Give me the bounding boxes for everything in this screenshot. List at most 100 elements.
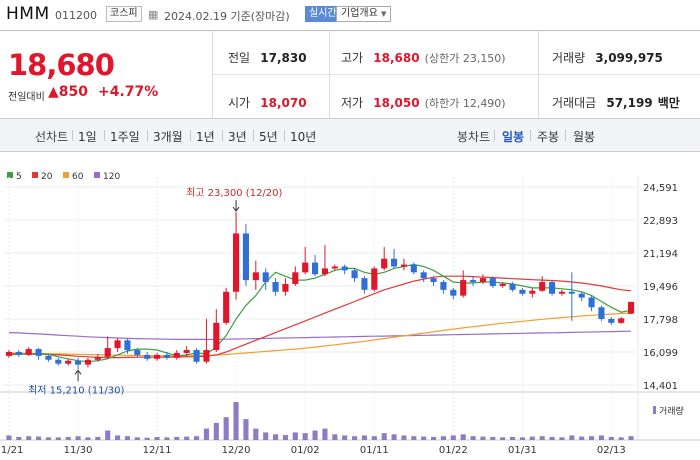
realtime-button[interactable]: 실시간 xyxy=(305,6,341,22)
volume-bar xyxy=(539,436,545,440)
volume-bar xyxy=(174,436,180,440)
volume-bar xyxy=(628,436,634,440)
volume-bar xyxy=(549,436,555,440)
candle-body xyxy=(588,297,595,308)
tab-1y[interactable]: 1년 xyxy=(196,130,215,144)
volume-bar xyxy=(115,435,121,440)
tab-1d[interactable]: 1일 xyxy=(78,130,97,144)
volume-bar xyxy=(85,437,91,440)
candle-body xyxy=(272,282,279,292)
volume-bar xyxy=(184,436,190,440)
candle-body xyxy=(509,283,516,290)
candle-body xyxy=(598,307,605,319)
volume-bar xyxy=(164,437,170,440)
y-tick-label: 16,099 xyxy=(643,348,678,359)
candle-body xyxy=(519,289,526,294)
candle-body xyxy=(618,318,625,323)
volume-bar xyxy=(431,436,437,440)
y-tick-label: 21,194 xyxy=(643,249,678,260)
volume-bar xyxy=(342,435,348,440)
volume-bar xyxy=(144,437,150,440)
chart-tab-bar xyxy=(0,118,700,152)
volume-bar xyxy=(312,430,318,440)
tab-monthly[interactable]: 월봉 xyxy=(573,130,596,144)
company-overview-dropdown[interactable]: 기업개요 ▼ xyxy=(336,6,392,22)
candle-body xyxy=(55,359,62,364)
y-tick-label: 19,496 xyxy=(643,282,678,293)
prev-close: 전일 17,830 xyxy=(228,51,307,65)
x-tick-label: 12/20 xyxy=(222,445,251,456)
tab-5y[interactable]: 5년 xyxy=(259,130,278,144)
candle-body xyxy=(549,282,556,294)
up-triangle-icon: ▲ xyxy=(48,84,59,100)
volume-bar xyxy=(618,437,624,440)
volume-bar xyxy=(65,436,71,440)
candle-body xyxy=(430,278,437,283)
price-chart: 24,591 22,893 21,194 19,496 17,798 16,099 14,4… xyxy=(0,177,700,456)
y-tick-label: 17,798 xyxy=(643,315,678,326)
candle-body xyxy=(450,289,457,296)
open-price: 시가 18,070 xyxy=(228,96,307,110)
high-arrow-head xyxy=(232,206,240,212)
candle-body xyxy=(568,291,575,294)
candle-body xyxy=(25,349,32,355)
stock-code: 011200 xyxy=(55,9,97,22)
candle-body xyxy=(5,351,12,356)
candle-body xyxy=(282,283,289,292)
candle-body xyxy=(539,282,546,291)
volume-bar xyxy=(194,436,200,440)
candle-body xyxy=(15,351,22,355)
x-tick-label: 11/21 xyxy=(0,445,23,456)
tab-3m[interactable]: 3개월 xyxy=(153,130,183,144)
candle-body xyxy=(400,264,407,267)
candle-body xyxy=(203,350,210,362)
candle-body xyxy=(312,262,319,275)
candle-body xyxy=(420,272,427,279)
change-label: 전일대비 xyxy=(8,92,45,103)
volume-bar xyxy=(263,432,269,440)
stock-name: HMM xyxy=(6,4,50,24)
change-value: ▲850 xyxy=(48,84,89,100)
tab-weekly[interactable]: 주봉 xyxy=(537,130,560,144)
candle-body xyxy=(351,270,358,279)
tab-3y[interactable]: 3년 xyxy=(228,130,247,144)
volume-bar xyxy=(105,430,111,440)
low-annotation: 최저 15,210 (11/30) xyxy=(28,384,124,396)
candle-body xyxy=(262,272,269,283)
candle-body xyxy=(608,318,615,323)
candle-body xyxy=(321,268,328,275)
candle-body xyxy=(233,233,240,292)
candle-body xyxy=(173,352,180,358)
volume-bar xyxy=(529,436,535,440)
volume-bar xyxy=(332,434,338,440)
volume-bar xyxy=(470,436,476,440)
candle-body xyxy=(213,322,220,351)
tab-10y[interactable]: 10년 xyxy=(290,130,317,144)
candle-body xyxy=(499,283,506,286)
tab-1w[interactable]: 1주일 xyxy=(110,130,140,144)
quote-date: 2024.02.19 기준(장마감) xyxy=(164,10,290,23)
volume-legend-swatch xyxy=(653,406,656,414)
volume-bar xyxy=(273,434,279,440)
line-chart-label: 선차트 xyxy=(35,130,69,144)
volume-bar xyxy=(598,435,604,440)
volume-bar xyxy=(36,436,42,440)
x-tick-label: 01/22 xyxy=(439,445,468,456)
candle-body xyxy=(371,268,378,290)
volume-bar xyxy=(124,436,130,440)
volume-bar xyxy=(243,419,249,440)
candle-body xyxy=(578,293,585,298)
volume-bar xyxy=(608,436,614,440)
volume-bar xyxy=(361,435,367,440)
volume-bar xyxy=(352,436,358,440)
legend-ma5: 5 xyxy=(7,172,22,182)
volume-bar xyxy=(391,434,397,440)
tab-daily[interactable]: 일봉 xyxy=(502,130,525,144)
ma60-line xyxy=(8,312,632,357)
low-arrow-head xyxy=(74,369,82,375)
volume-bar xyxy=(292,432,298,440)
volume-bar xyxy=(213,422,219,440)
x-tick-label: 01/02 xyxy=(291,445,320,456)
ma5-line xyxy=(8,263,632,363)
volume-bar xyxy=(371,436,377,440)
